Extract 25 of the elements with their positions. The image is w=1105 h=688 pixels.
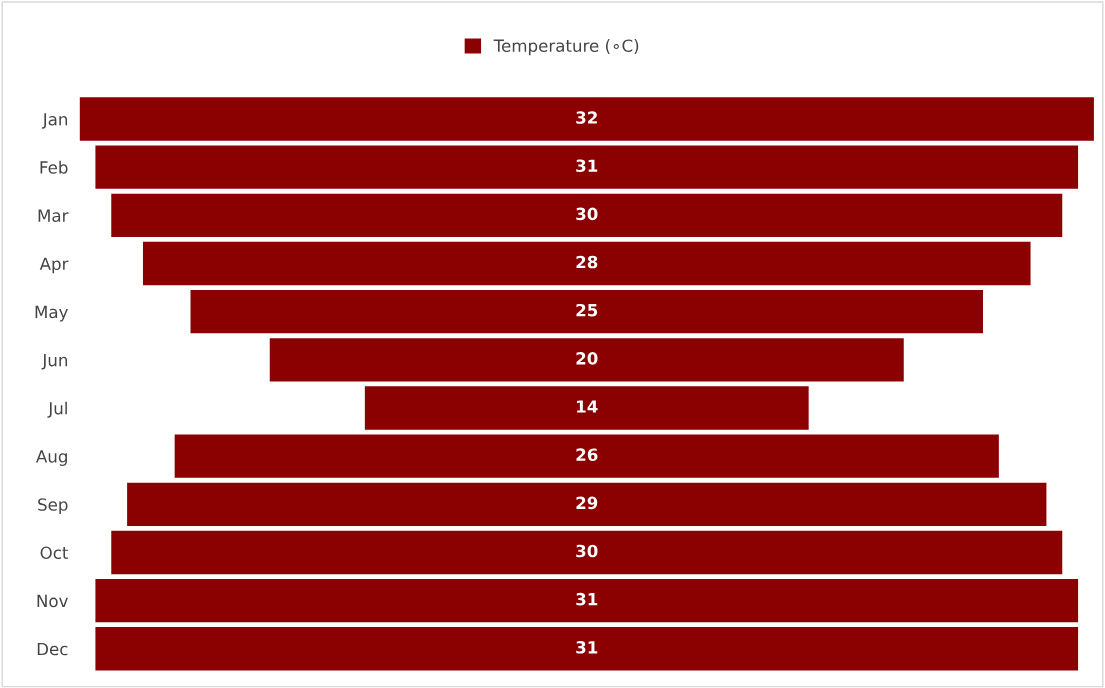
data-label: 14: [577, 400, 598, 413]
data-label: 29: [576, 496, 598, 510]
category-label: Jun: [41, 354, 68, 370]
category-label: Feb: [40, 160, 68, 174]
category-label: Oct: [40, 546, 69, 560]
category-label: Jul: [47, 401, 67, 418]
data-label: 30: [576, 544, 598, 558]
category-label: Apr: [39, 257, 69, 274]
data-label: 26: [576, 448, 598, 461]
data-label: 31: [576, 592, 598, 606]
data-label: 25: [576, 303, 598, 317]
data-label: 32: [576, 111, 597, 124]
data-label: 20: [576, 352, 598, 365]
category-label: Sep: [38, 498, 68, 515]
category-label: Mar: [38, 209, 69, 222]
category-label: Dec: [37, 642, 68, 656]
category-label: Aug: [36, 450, 67, 466]
legend-label: Temperature (∘C): [493, 39, 639, 56]
data-label: 28: [576, 255, 598, 269]
category-label: May: [35, 305, 68, 322]
category-label: Jan: [41, 113, 68, 129]
data-label: 31: [576, 159, 598, 173]
category-label: Nov: [37, 594, 68, 608]
data-label: 30: [576, 207, 598, 221]
data-label: 31: [576, 641, 598, 654]
